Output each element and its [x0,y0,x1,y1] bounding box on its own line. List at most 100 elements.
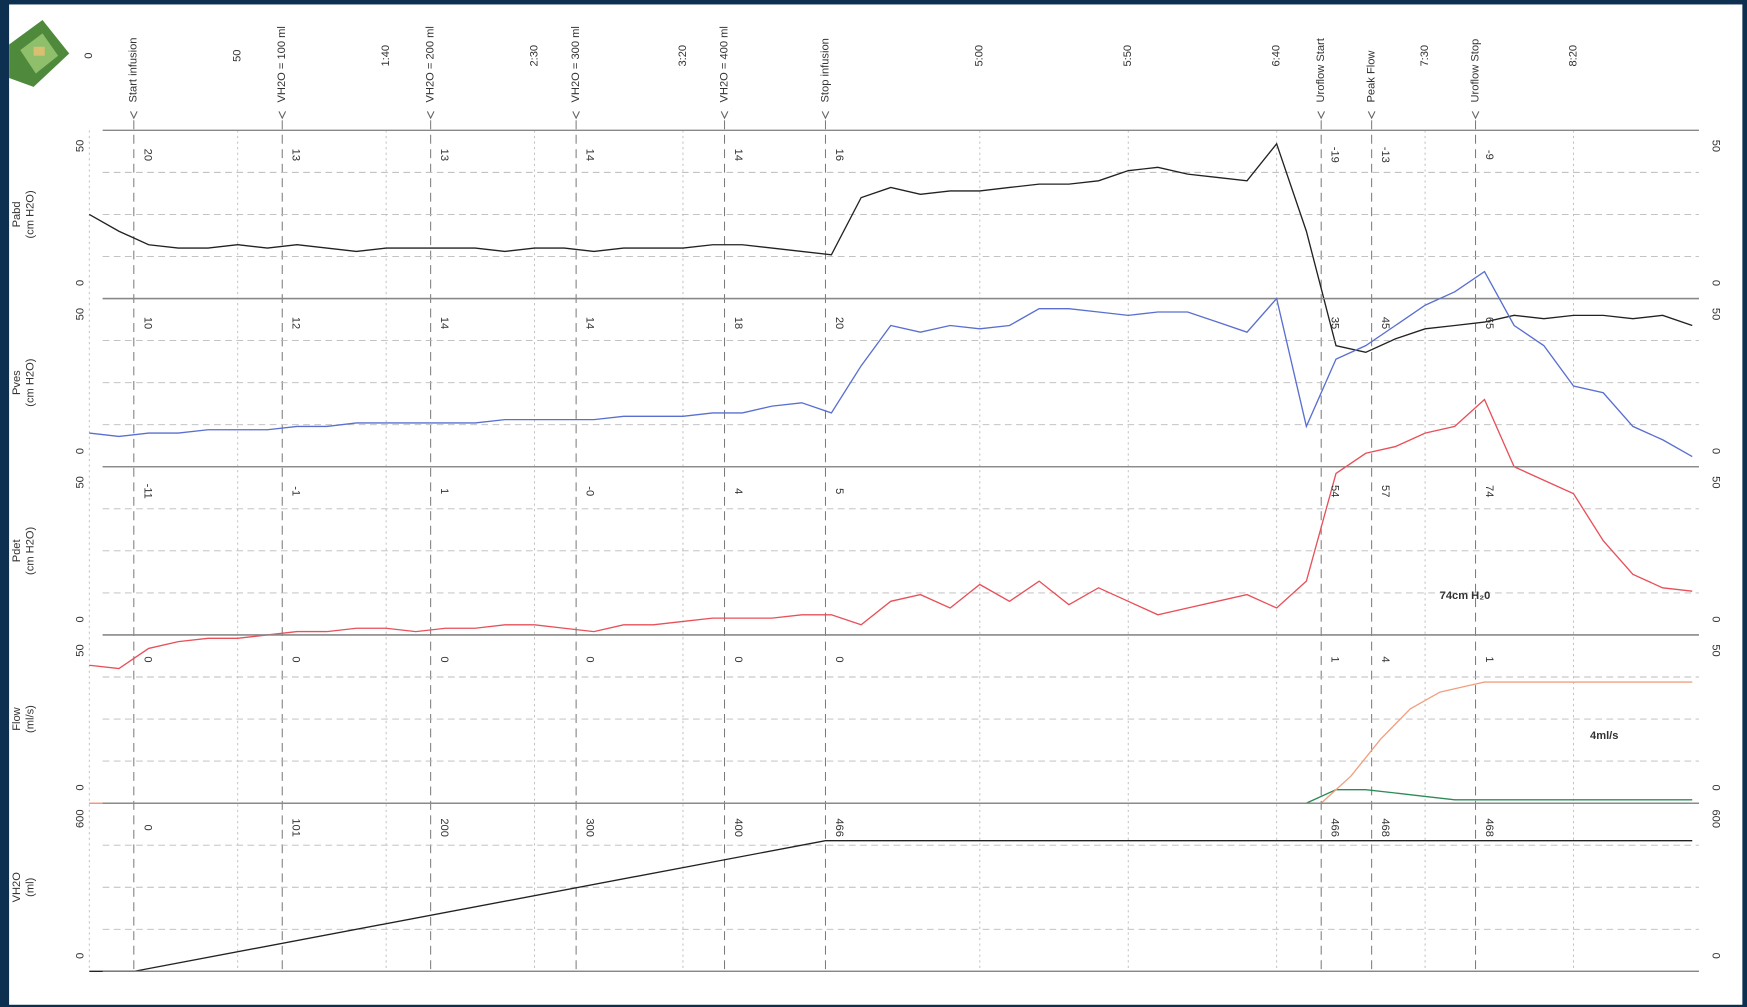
reading: 1 [1329,656,1341,662]
annotation: 74cm H₂0 [1440,590,1491,602]
y-axis-label-line: VH2O [11,872,23,903]
event-marker [1317,111,1326,120]
y-tick-label-right: 0 [1710,784,1722,790]
event-marker [278,111,287,120]
reading: 14 [584,317,596,329]
event-marker [1471,111,1480,120]
event-label: VH2O = 300 ml [570,26,582,102]
reading: 5 [833,488,845,494]
trace [89,789,1693,804]
y-tick-label-right: 50 [1710,140,1722,152]
y-tick-label: 50 [74,644,86,656]
y-tick-label-right: 0 [1710,280,1722,286]
reading: 45 [1379,317,1391,329]
trace [88,142,1693,354]
y-tick-label: 600 [74,809,86,828]
reading: 0 [290,656,302,662]
reading: 0 [732,656,744,662]
annotation: 4ml/s [1590,730,1618,742]
event-marker [129,111,138,120]
event-marker [1367,111,1376,120]
y-axis-label-line: (cm H2O) [25,190,37,239]
reading: 35 [1329,317,1341,329]
event-marker [426,111,435,120]
reading: 466 [833,818,845,837]
reading: 54 [1329,485,1341,497]
reading: 20 [833,317,845,329]
x-tick-label: 5:00 [974,45,986,67]
y-tick-label-right: 0 [1710,953,1722,959]
y-axis-label: Flow(ml/s) [11,705,36,733]
reading: 14 [584,149,596,161]
reading: -13 [1379,147,1391,163]
y-tick-label-right: 600 [1710,809,1722,828]
paper [9,4,1743,1005]
reading: 1 [438,488,450,494]
y-axis-label-line: Flow [11,706,23,730]
y-axis-label-line: (ml) [25,877,37,896]
reading: 0 [141,825,153,831]
trace [89,398,1693,670]
x-tick-label: 5:50 [1122,45,1134,67]
y-tick-label-right: 0 [1710,448,1722,454]
y-tick-label-right: 50 [1710,644,1722,656]
event-label: Start infusion [128,38,140,103]
y-tick-label: 0 [74,784,86,790]
reading: 468 [1483,818,1495,837]
trace [89,681,1693,804]
reading: 16 [833,149,845,161]
y-axis-label-line: (cm H2O) [25,526,37,574]
reading: 20 [141,149,153,161]
reading: 13 [290,149,302,161]
y-axis-label-line: (ml/s) [25,705,37,733]
reading: 200 [438,818,450,837]
y-tick-label-right: 0 [1710,616,1722,622]
reading: 0 [141,656,153,662]
reading: 0 [584,656,596,662]
reading: -11 [141,484,153,499]
reading: 0 [833,656,845,662]
reading: 1 [1483,656,1495,662]
x-tick-label: 0 [83,53,95,59]
x-tick-label: 8:20 [1567,45,1579,67]
y-tick-label: 0 [74,448,86,454]
event-label: Uroflow Start [1315,37,1327,102]
logo [9,20,70,87]
y-tick-label: 50 [74,308,86,320]
reading: 400 [732,818,744,837]
x-tick-label: 2:30 [528,45,540,67]
reading: 4 [1379,656,1391,662]
y-axis-label-line: Pves [11,370,23,395]
event-label: VH2O = 400 ml [718,26,730,102]
reading: -1 [290,486,302,496]
y-tick-label: 0 [74,953,86,959]
y-axis-label-line: (cm H2O) [25,358,37,407]
y-tick-label-right: 50 [1710,476,1722,488]
trace [89,270,1693,458]
reading: 65 [1483,317,1495,329]
reading: 18 [732,317,744,329]
event-label: Stop infusion [819,38,831,102]
reading: -19 [1329,147,1341,163]
y-axis-label: Pves(cm H2O) [11,358,36,407]
event-marker [572,111,580,120]
y-axis-label: Pabd(cm H2O) [11,190,36,239]
x-tick-label: 50 [232,50,244,62]
y-axis-label: VH2O(ml) [11,872,36,903]
reading: 0 [438,656,450,662]
y-tick-label-right: 50 [1710,308,1722,320]
reading: 74 [1483,485,1495,497]
reading: 57 [1379,485,1391,497]
event-label: VH2O = 200 ml [425,26,437,102]
reading: 12 [290,317,302,329]
x-tick-label: 7:30 [1419,45,1431,67]
event-label: VH2O = 100 ml [276,26,288,102]
reading: 468 [1379,818,1391,837]
x-tick-label: 3:20 [677,45,689,67]
event-marker [821,111,830,120]
y-axis-label-line: Pabd [11,201,23,227]
y-tick-label: 50 [74,476,86,488]
reading: 10 [141,317,153,329]
y-tick-label: 0 [74,280,86,286]
